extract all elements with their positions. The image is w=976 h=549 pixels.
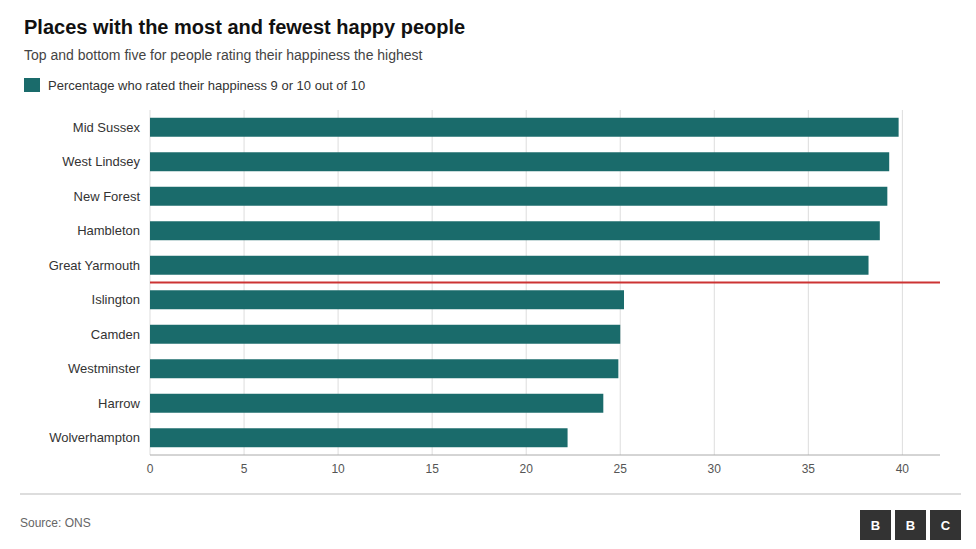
footer-rule — [20, 494, 961, 495]
y-axis: Mid Sussex West Lindsey New Forest Hambleto… — [49, 120, 141, 446]
x-axis: 0 5 10 15 20 25 30 35 40 — [147, 110, 940, 476]
category-label: New Forest — [74, 189, 141, 204]
category-label: Harrow — [98, 396, 141, 411]
source: Source: ONS — [20, 516, 91, 530]
category-label: Mid Sussex — [73, 120, 141, 135]
bar — [150, 325, 620, 344]
bar — [150, 187, 887, 206]
bar — [150, 428, 568, 447]
legend-label: Percentage who rated their happiness 9 o… — [48, 78, 365, 93]
logo: BBC — [860, 510, 961, 540]
tick-label: 20 — [520, 462, 534, 476]
category-label: Westminster — [68, 361, 141, 376]
category-label: Islington — [92, 292, 140, 307]
tick-label: 15 — [425, 462, 439, 476]
category-label: Camden — [91, 327, 140, 342]
tick-label: 35 — [802, 462, 816, 476]
tick-label: 40 — [896, 462, 910, 476]
bar — [150, 221, 880, 240]
category-label: Wolverhampton — [49, 430, 140, 445]
category-label: Hambleton — [77, 223, 140, 238]
bar — [150, 118, 899, 137]
tick-label: 0 — [147, 462, 154, 476]
chart: Places with the most and fewest happy pe… — [0, 0, 976, 549]
tick-label: 5 — [241, 462, 248, 476]
title: Places with the most and fewest happy pe… — [24, 16, 465, 38]
bar — [150, 152, 889, 171]
logo-text: BBC — [871, 518, 951, 533]
bar — [150, 394, 603, 413]
bar — [150, 359, 618, 378]
tick-label: 25 — [614, 462, 628, 476]
bar — [150, 256, 869, 275]
axis-line — [150, 455, 940, 456]
tick-label: 30 — [708, 462, 722, 476]
category-label: West Lindsey — [62, 154, 140, 169]
legend-swatch — [24, 78, 40, 92]
bar — [150, 290, 624, 309]
tick-label: 10 — [331, 462, 345, 476]
category-label: Great Yarmouth — [49, 258, 140, 273]
subtitle: Top and bottom five for people rating th… — [24, 47, 423, 63]
legend: Percentage who rated their happiness 9 o… — [24, 78, 365, 93]
divider — [150, 282, 940, 284]
